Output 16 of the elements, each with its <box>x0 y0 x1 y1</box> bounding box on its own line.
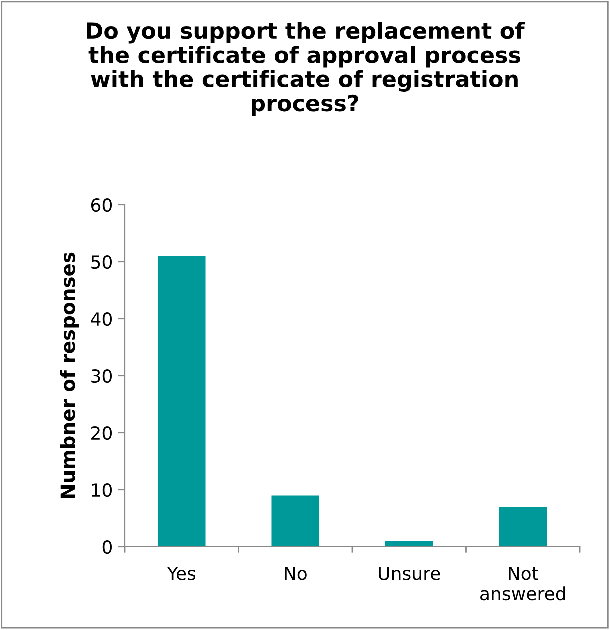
bar <box>499 507 548 547</box>
y-tick-label: 20 <box>92 426 112 440</box>
x-tick-label: No <box>285 567 307 580</box>
y-axis-title: Numbner of responses <box>60 252 80 498</box>
chart-title: Do you support the replacement of the certificate of approval process with the certificate of registration process? <box>87 22 525 116</box>
y-tick-label: 50 <box>92 255 112 270</box>
x-tick-label: Not answered <box>480 567 566 601</box>
bar <box>272 496 320 547</box>
y-tick-label: 40 <box>91 312 112 326</box>
x-tick-label: Yes <box>167 567 196 580</box>
y-tick-label: 0 <box>102 540 112 554</box>
y-tick-label: 30 <box>92 369 112 384</box>
y-tick-label: 60 <box>91 198 112 212</box>
x-tick-label: Unsure <box>379 567 440 580</box>
bar <box>158 256 206 547</box>
y-tick-label: 10 <box>92 483 112 498</box>
